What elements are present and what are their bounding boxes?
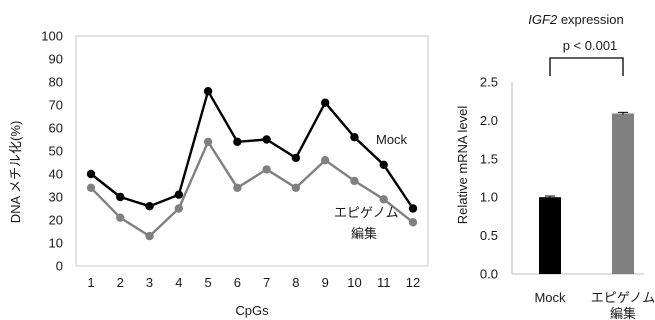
y-tick-label: 2.0 [480,113,498,128]
series-line [90,140,414,238]
x-tick-label: Mock [534,290,566,305]
y-tick-label: 60 [49,121,63,136]
series-epigenome-edit [86,137,418,241]
series-label-epigenome-line1: エピゲノム [334,205,399,220]
x-tick-label: 9 [322,275,329,290]
data-point [86,169,96,179]
title-gene-name: IGF2 [528,12,558,27]
x-tick-labels: 1 2 3 4 5 6 7 8 9 10 11 12 [87,275,420,290]
y-tick-label: 0.0 [480,267,498,282]
x-tick-label: 2 [117,275,124,290]
y-tick-label: 70 [49,98,63,113]
x-tick-label: 5 [204,275,211,290]
y-tick-label: 0.5 [480,228,498,243]
y-tick-label: 20 [49,213,63,228]
data-point [233,183,242,192]
data-point [86,183,96,192]
x-tick-label: 10 [347,275,361,290]
data-point [350,176,359,186]
y-axis-title: Relative mRNA level [455,106,470,225]
error-bar [618,111,628,115]
data-point [233,137,242,146]
y-tick-label: 30 [49,190,63,205]
y-tick-label: 2.5 [480,75,498,90]
data-point [291,183,301,192]
data-point [262,135,271,144]
x-tick-label: エピゲノム [591,290,655,305]
y-axis-title: DNA メチル化(%) [8,121,23,224]
y-tick-label: 50 [49,144,63,159]
x-axis-title: CpGs [235,303,269,318]
x-tick-label: 編集 [610,306,636,320]
data-point [145,231,154,241]
x-tick-label: 6 [234,275,241,290]
title-suffix: expression [557,12,623,27]
y-tick-label: 0 [56,259,63,274]
x-tick-label: 1 [87,275,94,290]
x-tick-label: 8 [292,275,299,290]
data-point [174,190,184,199]
y-tick-label: 90 [49,52,63,67]
data-point [203,87,213,96]
data-point [408,204,418,213]
y-tick-label: 100 [41,29,63,44]
x-tick-label: 11 [377,275,391,290]
data-point [320,98,330,107]
y-tick-label: 10 [49,236,63,251]
y-tick-label: 1.5 [480,151,498,166]
bar-mock [539,197,561,274]
x-tick-label: 12 [406,275,420,290]
igf2-bar-chart: IGF2 expression 0.0 0.5 1.0 1.5 2.0 2.5 Mock エ… [455,12,655,320]
x-tick-label: 7 [263,275,270,290]
series-line [90,89,414,210]
y-tick-label: 1.0 [480,190,498,205]
data-point [145,202,154,211]
x-tick-label: 4 [175,275,182,290]
series-mock [86,87,418,213]
data-point [350,133,359,142]
data-point [174,204,184,213]
data-point [291,153,301,163]
y-tick-labels: 0 10 20 30 40 50 60 70 80 90 100 [41,29,63,274]
significance-bracket [549,57,624,76]
x-tick-label: 3 [146,275,153,290]
line-series [86,87,418,241]
data-point [116,213,125,222]
data-point [379,160,388,169]
error-bar [545,195,555,199]
chart-title: IGF2 expression [528,12,623,27]
bars [539,111,634,274]
p-value-annotation: p < 0.001 [563,38,618,53]
y-tick-label: 80 [49,75,63,90]
data-point [408,218,418,227]
y-tick-label: 40 [49,167,63,182]
data-point [379,195,388,204]
data-point [203,137,213,146]
data-point [320,156,330,165]
data-point [262,165,271,174]
y-tick-labels: 0.0 0.5 1.0 1.5 2.0 2.5 [480,75,498,282]
data-point [116,192,125,202]
bar-epigenome-edit [612,113,634,274]
series-label-epigenome-line2: 編集 [351,226,377,241]
plot-frame [75,35,429,267]
series-label-mock: Mock [376,132,408,147]
